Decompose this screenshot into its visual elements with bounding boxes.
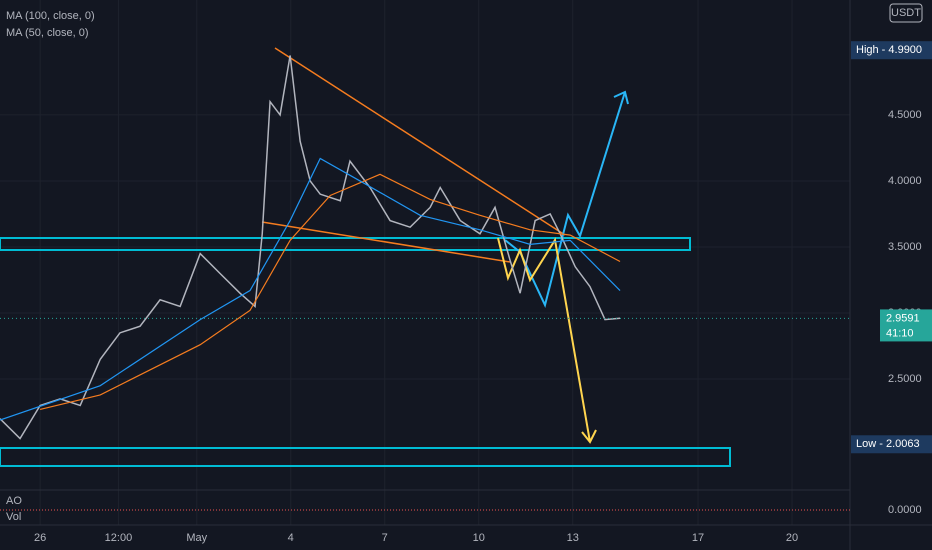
legend-ma50: MA (50, close, 0) bbox=[6, 27, 89, 39]
high-label-box bbox=[851, 41, 932, 60]
x-tick-label: 7 bbox=[382, 532, 388, 544]
y-tick-label: 4.0000 bbox=[888, 175, 922, 187]
last-price-box bbox=[880, 309, 932, 342]
ma-line bbox=[39, 173, 621, 411]
grid bbox=[0, 0, 850, 525]
low-label: Low - 2.0063 bbox=[856, 438, 920, 450]
x-tick-label: 4 bbox=[288, 532, 294, 544]
bear-path bbox=[497, 237, 591, 443]
x-tick-label: May bbox=[186, 532, 207, 544]
currency: USDT bbox=[891, 7, 921, 19]
pane-label: Vol bbox=[6, 511, 21, 523]
y-tick-label: 3.5000 bbox=[888, 241, 922, 253]
low-label-box bbox=[851, 435, 932, 454]
x-tick-label: 26 bbox=[34, 532, 46, 544]
support-box bbox=[0, 447, 731, 467]
price-line bbox=[0, 55, 621, 440]
high-label: High - 4.9900 bbox=[856, 44, 922, 56]
x-tick-label: 17 bbox=[692, 532, 704, 544]
currency-box[interactable] bbox=[889, 3, 923, 23]
countdown: 41:10 bbox=[886, 327, 914, 339]
trend-line bbox=[261, 221, 511, 263]
trend-line bbox=[274, 47, 566, 236]
x-tick-label: 13 bbox=[567, 532, 579, 544]
x-tick-label: 10 bbox=[473, 532, 485, 544]
arrow-head bbox=[613, 90, 629, 105]
arrow-head bbox=[581, 429, 597, 444]
y-tick-label: 2.5000 bbox=[888, 373, 922, 385]
y-tick-label: 4.5000 bbox=[888, 109, 922, 121]
last-price: 2.9591 bbox=[886, 312, 920, 324]
ma-line bbox=[0, 157, 621, 421]
legend-ma100: MA (100, close, 0) bbox=[6, 10, 95, 22]
resistance-box bbox=[0, 237, 691, 251]
x-tick-label: 12:00 bbox=[105, 532, 133, 544]
x-tick-label: 20 bbox=[786, 532, 798, 544]
zero-label: 0.0000 bbox=[888, 504, 922, 516]
bull-path bbox=[504, 91, 626, 308]
pane-label: AO bbox=[6, 495, 22, 507]
